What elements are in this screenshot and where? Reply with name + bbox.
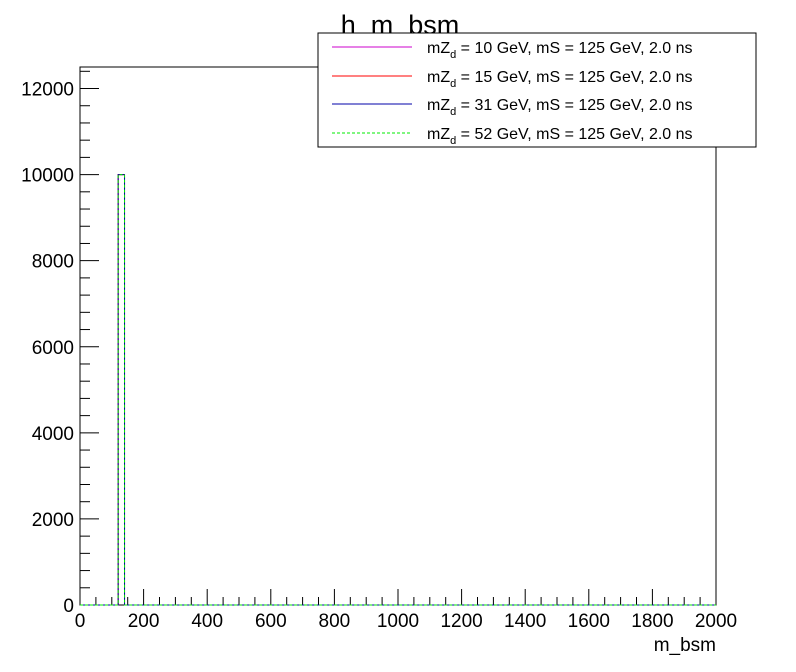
x-tick-label: 600 xyxy=(255,611,287,632)
x-axis-title: m_bsm xyxy=(654,635,716,656)
legend-box xyxy=(317,32,757,148)
x-tick-label: 800 xyxy=(319,611,351,632)
legend-label-subscript: d xyxy=(450,135,456,147)
legend-label-3: mZd = 31 GeV, mS = 125 GeV, 2.0 ns xyxy=(427,97,693,118)
tick-labels: 0 200 400 600 800 1000 1200 1400 1600 1800 2000 0 20… xyxy=(21,80,737,632)
x-tick-label: 1400 xyxy=(504,611,546,632)
x-tick-label: 0 xyxy=(75,611,86,632)
y-tick-label: 2000 xyxy=(32,510,74,531)
y-tick-label: 0 xyxy=(63,596,74,617)
x-tick-label: 200 xyxy=(128,611,160,632)
y-tick-label: 4000 xyxy=(32,424,74,445)
x-tick-label: 2000 xyxy=(695,611,737,632)
plot-frame xyxy=(79,66,717,606)
y-tick-label: 8000 xyxy=(32,252,74,273)
legend-label-subscript: d xyxy=(450,49,456,61)
legend-label-rest: = 15 GeV, mS = 125 GeV, 2.0 ns xyxy=(456,69,692,86)
x-tick-label: 1000 xyxy=(377,611,419,632)
series-layer xyxy=(80,174,716,606)
y-tick-label: 6000 xyxy=(32,338,74,359)
series-2-histogram xyxy=(80,174,716,606)
legend-label-1: mZd = 10 GeV, mS = 125 GeV, 2.0 ns xyxy=(427,40,693,61)
x-tick-label: 1200 xyxy=(440,611,482,632)
legend-label-4: mZd = 52 GeV, mS = 125 GeV, 2.0 ns xyxy=(427,126,693,147)
legend-label-rest: = 10 GeV, mS = 125 GeV, 2.0 ns xyxy=(456,40,692,57)
legend-label-base: mZ xyxy=(427,126,450,143)
y-tick-label: 12000 xyxy=(21,80,74,101)
legend-label-subscript: d xyxy=(450,106,456,118)
legend-label-rest: = 52 GeV, mS = 125 GeV, 2.0 ns xyxy=(456,126,692,143)
legend-label-2: mZd = 15 GeV, mS = 125 GeV, 2.0 ns xyxy=(427,69,693,90)
legend-label-subscript: d xyxy=(450,78,456,90)
series-3-histogram xyxy=(80,174,716,606)
series-4-histogram xyxy=(80,174,716,606)
y-tick-label: 10000 xyxy=(21,166,74,187)
legend-label-base: mZ xyxy=(427,69,450,86)
axis-ticks xyxy=(79,70,717,606)
legend-label-rest: = 31 GeV, mS = 125 GeV, 2.0 ns xyxy=(456,97,692,114)
x-tick-label: 400 xyxy=(191,611,223,632)
legend-label-base: mZ xyxy=(427,40,450,57)
series-1-histogram xyxy=(80,174,716,606)
x-tick-label: 1600 xyxy=(568,611,610,632)
legend-label-base: mZ xyxy=(427,97,450,114)
x-tick-label: 1800 xyxy=(631,611,673,632)
